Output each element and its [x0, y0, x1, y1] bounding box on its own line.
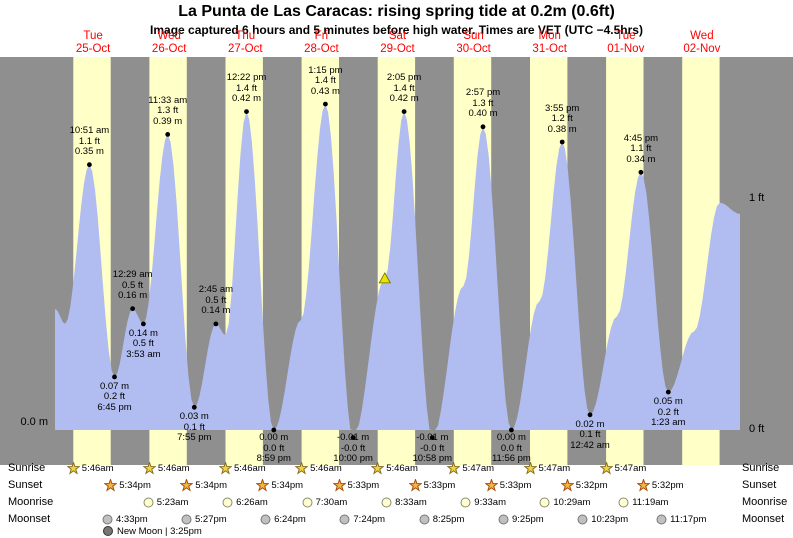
tide-extreme-dot	[244, 109, 249, 114]
tide-extreme-dot	[87, 162, 92, 168]
tide-extreme-dot	[401, 109, 407, 114]
tide-extreme-dot	[191, 404, 197, 410]
tide-extreme-dot	[141, 321, 146, 327]
tide-extreme-dot	[587, 412, 593, 418]
tide-extreme-dot	[429, 435, 435, 440]
tide-curve-area	[55, 104, 740, 430]
current-tide-marker	[378, 272, 391, 284]
tide-extreme-dot	[638, 169, 644, 175]
tide-extreme-dot	[271, 427, 277, 433]
tide-extreme-dot	[323, 101, 328, 107]
page-title: La Punta de Las Caracas: rising spring t…	[178, 3, 615, 20]
tide-extreme-dot	[213, 321, 219, 327]
tide-extreme-dot	[165, 132, 171, 137]
tide-extreme-dot	[130, 306, 136, 312]
tide-extreme-dot	[509, 427, 514, 433]
tide-extreme-dot	[112, 374, 117, 380]
page-subtitle: Image captured 6 hours and 5 minutes bef…	[150, 23, 643, 37]
tide-extreme-dot	[559, 139, 565, 145]
tide-extreme-dot	[350, 435, 356, 440]
tide-extreme-dot	[665, 389, 671, 395]
tide-extreme-dot	[480, 124, 486, 130]
